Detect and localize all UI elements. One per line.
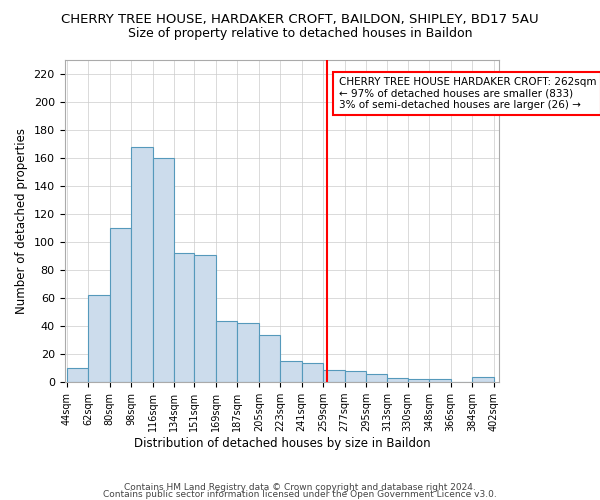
Text: CHERRY TREE HOUSE HARDAKER CROFT: 262sqm
← 97% of detached houses are smaller (8: CHERRY TREE HOUSE HARDAKER CROFT: 262sqm… [338, 77, 596, 110]
Bar [344, 371, 366, 382]
Bar [194, 254, 216, 382]
Bar [88, 296, 110, 382]
X-axis label: Distribution of detached houses by size in Baildon: Distribution of detached houses by size … [134, 437, 430, 450]
Bar [366, 374, 388, 382]
Bar [110, 228, 131, 382]
Bar [153, 158, 174, 382]
Bar [67, 368, 88, 382]
Bar [280, 361, 302, 382]
Bar [472, 376, 494, 382]
Text: CHERRY TREE HOUSE, HARDAKER CROFT, BAILDON, SHIPLEY, BD17 5AU: CHERRY TREE HOUSE, HARDAKER CROFT, BAILD… [61, 12, 539, 26]
Y-axis label: Number of detached properties: Number of detached properties [15, 128, 28, 314]
Bar [429, 380, 451, 382]
Bar [174, 254, 194, 382]
Text: Contains HM Land Registry data © Crown copyright and database right 2024.: Contains HM Land Registry data © Crown c… [124, 484, 476, 492]
Bar [323, 370, 344, 382]
Bar [238, 324, 259, 382]
Bar [131, 147, 153, 382]
Text: Size of property relative to detached houses in Baildon: Size of property relative to detached ho… [128, 28, 472, 40]
Bar [302, 362, 323, 382]
Bar [388, 378, 408, 382]
Bar [216, 320, 238, 382]
Bar [259, 334, 280, 382]
Text: Contains public sector information licensed under the Open Government Licence v3: Contains public sector information licen… [103, 490, 497, 499]
Bar [408, 380, 429, 382]
